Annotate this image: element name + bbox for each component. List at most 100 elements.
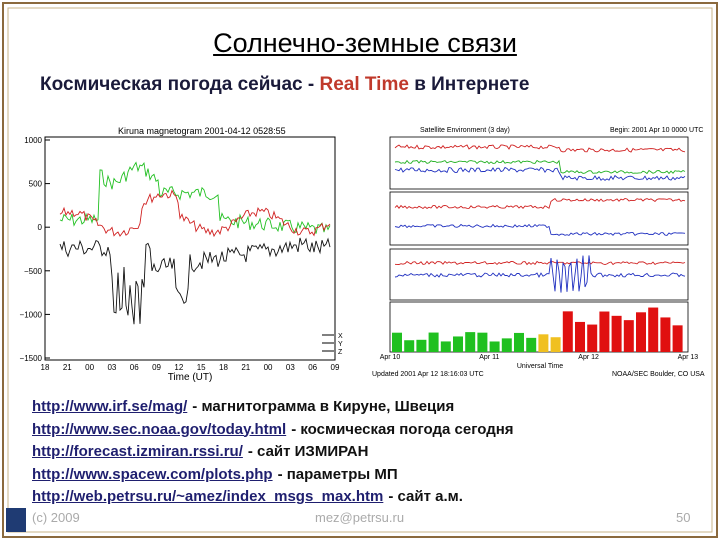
trace (394, 159, 686, 175)
satellite-title: Satellite Environment (3 day) (420, 127, 510, 134)
link-description: - магнитограмма в Кируне, Швеция (192, 398, 455, 415)
panel-frame (389, 191, 689, 246)
link-row: http://www.spacew.com/plots.php - парамет… (32, 464, 514, 487)
y-tick-label: 500 (29, 180, 43, 189)
corner-block (6, 508, 26, 532)
y-tick-label: 0 (38, 223, 43, 232)
activity-bar (587, 324, 598, 352)
x-tick-label: 09 (331, 363, 340, 372)
magnetogram: Kiruna magnetogram 2001-04-12 0528:55 Ti… (20, 126, 343, 383)
x-tick-label: Apr 13 (678, 354, 699, 361)
satellite-begin: Begin: 2001 Apr 10 0000 UTC (610, 127, 703, 134)
trace (394, 166, 686, 181)
link-row: http://www.sec.noaa.gov/today.html - косм… (32, 419, 514, 442)
activity-bar (636, 312, 646, 352)
x-tick-label: 15 (197, 363, 206, 372)
link-row: http://forecast.izmiran.rssi.ru/- сайт И… (32, 441, 514, 464)
legend-label: Y (338, 341, 343, 348)
trace (59, 161, 331, 234)
link[interactable]: http://www.sec.noaa.gov/today.html (32, 420, 287, 438)
link-list: http://www.irf.se/mag/- магнитограмма в … (32, 396, 514, 509)
x-tick-label: 00 (264, 363, 273, 372)
y-tick-label: −500 (24, 267, 43, 276)
activity-bar (501, 338, 512, 352)
activity-bar (453, 336, 463, 352)
magnetogram-xlabel: Time (UT) (168, 372, 213, 383)
slide-title: Солнечно-земные связи (213, 28, 517, 58)
page-number: 50 (676, 510, 691, 525)
satellite-source: NOAA/SEC Boulder, CO USA (612, 371, 705, 378)
link-row: http://www.irf.se/mag/- магнитограмма в … (32, 396, 514, 419)
activity-bar (416, 339, 427, 352)
slide-subtitle: Космическая погода сейчас - Real Time в … (40, 74, 529, 96)
legend-label: X (338, 333, 343, 340)
slide-inner-frame (7, 7, 713, 533)
activity-bar (550, 337, 561, 352)
activity-bar (599, 311, 610, 352)
subtitle-text: Космическая погода сейчас - (40, 74, 315, 95)
activity-bar (477, 332, 488, 352)
x-tick-label: 12 (174, 363, 183, 372)
subtitle-highlight: Real Time (319, 74, 409, 95)
link-row: http://web.petrsu.ru/~amez/index_msgs_ma… (32, 486, 514, 509)
subtitle-text: в Интернете (414, 74, 530, 95)
x-tick-label: 21 (63, 363, 72, 372)
link[interactable]: http://web.petrsu.ru/~amez/index_msgs_ma… (32, 488, 384, 505)
activity-bar (538, 334, 549, 352)
x-tick-label: 00 (85, 363, 94, 372)
link[interactable]: http://www.spacew.com/plots.php (32, 465, 273, 483)
x-tick-label: 03 (107, 363, 116, 372)
x-tick-label: 18 (41, 363, 50, 372)
activity-bar (489, 341, 500, 352)
link-description: - параметры МП (277, 465, 398, 483)
trace (394, 223, 686, 237)
activity-bar (648, 307, 659, 352)
x-tick-label: Apr 10 (380, 354, 401, 361)
link-description: - космическая погода сегодня (291, 420, 514, 438)
activity-bar (562, 311, 573, 352)
x-tick-label: 21 (241, 363, 250, 372)
x-tick-label: 03 (286, 363, 295, 372)
footer-copyright: (c) 2009 (32, 510, 80, 525)
y-tick-label: 1000 (24, 136, 42, 145)
satellite-xlabel: Universal Time (517, 363, 563, 370)
link-description: - сайт ИЗМИРАН (247, 443, 369, 460)
activity-bar (660, 317, 671, 352)
trace (394, 198, 686, 210)
trace (59, 189, 331, 238)
x-tick-label: 06 (130, 363, 139, 372)
x-tick-label: 09 (152, 363, 161, 372)
link[interactable]: http://forecast.izmiran.rssi.ru/ (32, 443, 243, 460)
y-tick-label: −1000 (20, 310, 43, 319)
activity-bar (611, 315, 622, 352)
y-tick-label: −1500 (20, 354, 43, 363)
activity-bar (526, 337, 537, 352)
magnetogram-frame (44, 136, 336, 361)
x-tick-label: Apr 12 (578, 354, 599, 361)
activity-bar (404, 340, 415, 352)
activity-bar (465, 332, 476, 352)
activity-bar (623, 320, 634, 352)
activity-bar (428, 332, 439, 352)
trace (394, 144, 686, 153)
x-tick-label: Apr 11 (479, 354, 499, 361)
activity-bar (392, 332, 402, 352)
panel-frame (389, 136, 689, 190)
x-tick-label: 18 (219, 363, 228, 372)
activity-bar (440, 341, 451, 352)
legend-label: Z (338, 349, 343, 356)
panel-frame (389, 248, 689, 301)
trace (394, 260, 686, 266)
link[interactable]: http://www.irf.se/mag/ (32, 398, 188, 415)
activity-bar (575, 321, 585, 352)
trace (59, 237, 331, 325)
satellite-plot: Satellite Environment (3 day) Begin: 200… (372, 127, 705, 378)
trace (394, 255, 686, 293)
x-tick-label: 06 (308, 363, 317, 372)
magnetogram-title: Kiruna magnetogram 2001-04-12 0528:55 (118, 126, 286, 136)
activity-bar (672, 325, 683, 352)
footer-email: mez@petrsu.ru (315, 510, 405, 525)
